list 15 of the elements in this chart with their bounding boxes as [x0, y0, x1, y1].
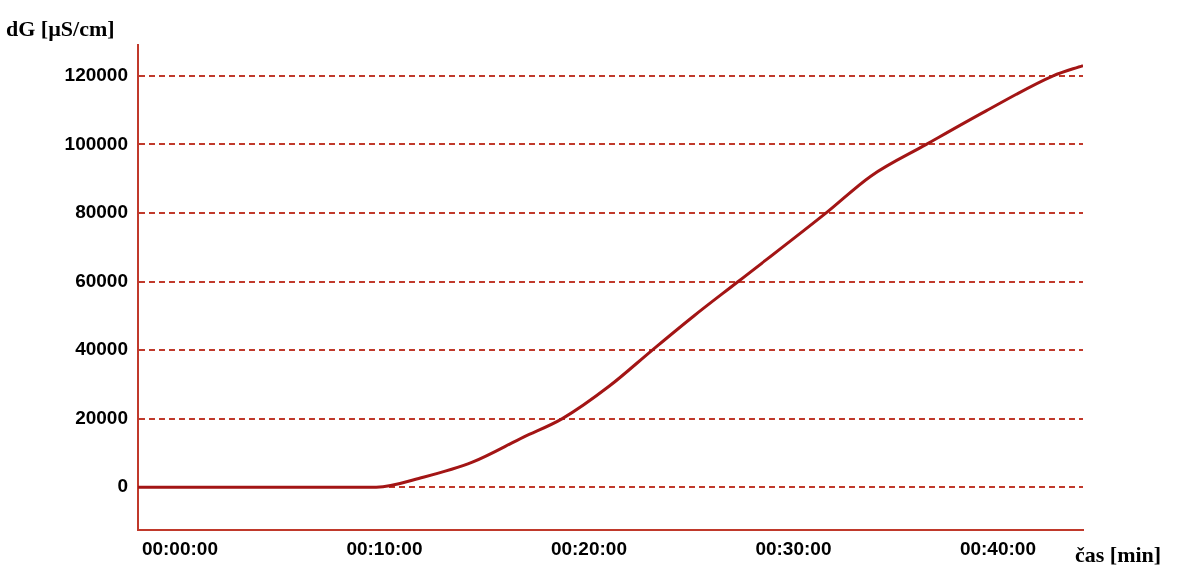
y-tick-label: 0	[117, 475, 128, 497]
x-tick-label: 00:40:00	[959, 537, 1036, 559]
y-tick-label: 60000	[75, 269, 128, 291]
x-tick-label: 00:00:00	[141, 537, 218, 559]
x-tick-label: 00:20:00	[550, 537, 627, 559]
y-tick-label: 120000	[64, 64, 128, 86]
y-tick-label: 100000	[64, 132, 128, 154]
x-axis-title: čas [min]	[1075, 542, 1162, 567]
y-axis-title: dG [µS/cm]	[6, 16, 115, 41]
y-tick-label: 40000	[75, 338, 128, 360]
y-tick-label: 80000	[75, 201, 128, 223]
x-tick-label: 00:10:00	[346, 537, 423, 559]
line-series	[138, 64, 1083, 489]
y-tick-label: 20000	[75, 406, 128, 428]
x-tick-label: 00:30:00	[755, 537, 832, 559]
